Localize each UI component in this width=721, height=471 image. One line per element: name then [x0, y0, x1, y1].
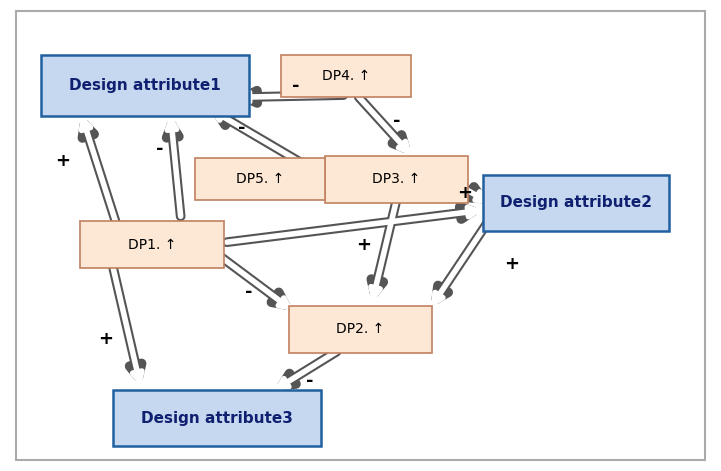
Text: DP3. ↑: DP3. ↑	[372, 172, 420, 187]
Text: +: +	[504, 255, 519, 273]
Text: -: -	[156, 140, 163, 158]
Text: DP4. ↑: DP4. ↑	[322, 69, 371, 83]
FancyBboxPatch shape	[288, 306, 433, 353]
FancyBboxPatch shape	[41, 55, 249, 116]
Text: +: +	[98, 330, 113, 348]
Text: -: -	[306, 372, 314, 390]
Text: Design attribute3: Design attribute3	[141, 411, 293, 426]
Text: -: -	[292, 77, 300, 95]
FancyBboxPatch shape	[112, 390, 321, 446]
Text: -: -	[238, 119, 246, 137]
Text: -: -	[245, 283, 253, 300]
Text: DP1. ↑: DP1. ↑	[128, 238, 177, 252]
Text: +: +	[357, 236, 371, 254]
FancyBboxPatch shape	[81, 221, 224, 268]
FancyBboxPatch shape	[281, 55, 411, 97]
Text: -: -	[393, 112, 400, 130]
FancyBboxPatch shape	[324, 156, 468, 203]
Text: Design attribute1: Design attribute1	[69, 78, 221, 93]
Text: DP5. ↑: DP5. ↑	[236, 172, 284, 187]
Text: +: +	[55, 152, 70, 170]
FancyBboxPatch shape	[195, 158, 324, 200]
Text: +: +	[457, 184, 472, 203]
Text: DP2. ↑: DP2. ↑	[337, 322, 384, 336]
FancyBboxPatch shape	[482, 175, 669, 231]
Text: Design attribute2: Design attribute2	[500, 195, 652, 210]
